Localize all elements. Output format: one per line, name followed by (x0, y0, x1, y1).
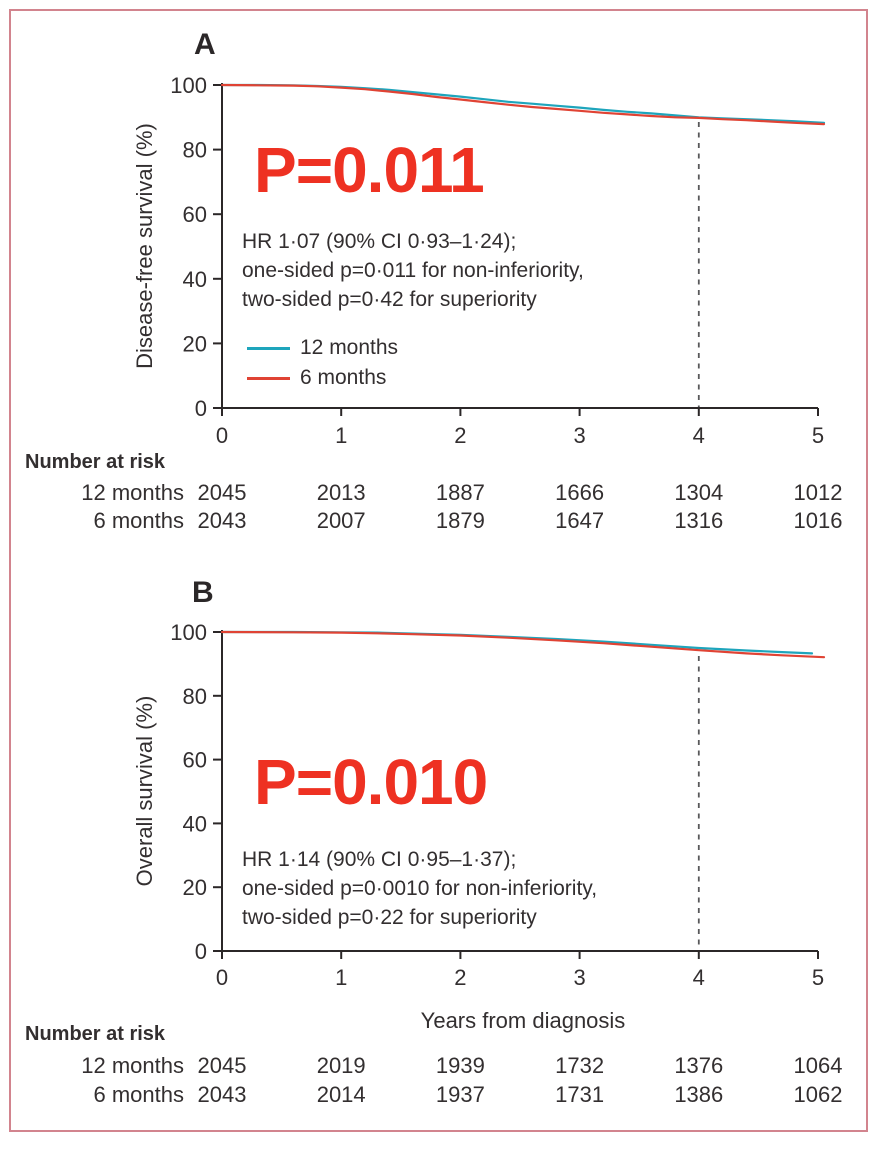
panel-b-risk-row-6-months: 6 months 2043 2014 1937 1731 1386 1062 (0, 1082, 880, 1108)
panel-b-risk-row-12-months: 12 months 2045 2019 1939 1732 1376 1064 (0, 1053, 880, 1079)
panel-b-risk-header: Number at risk (25, 1023, 166, 1045)
legend-label-12-months: 12 months (300, 336, 399, 359)
panel-a-y-tick-label: 80 (183, 138, 207, 163)
panel-a-risk-row-12-months: 12 months 2045 2013 1887 1666 1304 1012 (0, 480, 880, 506)
legend-line-12-months-icon (247, 346, 290, 350)
panel-b-x-tick-label: 0 (216, 965, 228, 990)
risk-row-label: 6 months (93, 508, 185, 533)
risk-value: 2014 (316, 1082, 366, 1107)
panel-b-curve-12-months (220, 630, 814, 655)
panel-b-y-tick-label: 20 (183, 875, 207, 900)
panel-a-y-tick-label: 100 (170, 73, 207, 98)
panel-a-x-tick-label: 2 (454, 423, 466, 448)
panel-a-pvalue-annotation: P=0.011 (254, 134, 485, 206)
risk-value: 1062 (793, 1082, 843, 1107)
panel-a-legend: 12 months 6 months (247, 333, 398, 393)
panel-a-curve-12-months (220, 83, 826, 124)
panel-a-risk-row-6-months: 6 months 2043 2007 1879 1647 1316 1016 (0, 508, 880, 534)
panel-b-stats-text: HR 1·14 (90% CI 0·95–1·37); one-sided p=… (242, 845, 597, 932)
risk-value: 1647 (555, 508, 605, 533)
panel-a-risk-header: Number at risk (25, 451, 166, 473)
risk-value: 1939 (435, 1053, 485, 1078)
risk-row-label: 12 months (81, 480, 184, 505)
panel-b-x-tick-label: 3 (573, 965, 585, 990)
panel-a-y-tick-label: 60 (183, 202, 207, 227)
risk-value: 1386 (674, 1082, 724, 1107)
risk-row-label: 6 months (93, 1082, 185, 1107)
risk-value: 1304 (674, 480, 724, 505)
risk-value: 1732 (555, 1053, 605, 1078)
legend-line-6-months-icon (247, 376, 290, 380)
panel-b-stats-line1: HR 1·14 (90% CI 0·95–1·37); (242, 848, 517, 871)
legend-label-6-months: 6 months (300, 366, 387, 389)
risk-value: 2043 (197, 1082, 247, 1107)
panel-b-y-tick-label: 60 (183, 748, 207, 773)
panel-b-stats-line3: two-sided p=0·22 for superiority (242, 906, 537, 929)
risk-row-label: 12 months (81, 1053, 184, 1078)
panel-b-x-tick-label: 2 (454, 965, 466, 990)
risk-value: 1012 (793, 480, 843, 505)
panel-a-x-tick-label: 0 (216, 423, 228, 448)
risk-value: 2045 (197, 480, 247, 505)
panel-a-y-tick-label: 20 (183, 331, 207, 356)
panel-a-stats-line1: HR 1·07 (90% CI 0·93–1·24); (242, 230, 517, 253)
panel-b-x-tick-label: 1 (335, 965, 347, 990)
panel-a-stats-line2: one-sided p=0·011 for non-inferiority, (242, 259, 584, 282)
panel-b-label: B (192, 576, 214, 609)
legend-item-12-months: 12 months (247, 333, 398, 363)
panel-b-y-tick-label: 80 (183, 684, 207, 709)
panel-a-y-tick-label: 0 (195, 396, 207, 421)
risk-value: 1376 (674, 1053, 724, 1078)
risk-value: 1731 (555, 1082, 605, 1107)
panel-b-curve-6-months (220, 630, 826, 659)
panel-a-x-tick-label: 5 (812, 423, 824, 448)
risk-value: 1666 (555, 480, 605, 505)
panel-a-stats-text: HR 1·07 (90% CI 0·93–1·24); one-sided p=… (242, 227, 584, 314)
panel-b-pvalue-annotation: P=0.010 (254, 746, 488, 818)
panel-b-y-tick-label: 40 (183, 811, 207, 836)
panel-a-x-tick-label: 1 (335, 423, 347, 448)
panel-b-y-axis-title: Overall survival (%) (132, 696, 157, 887)
panel-a-x-tick-label: 3 (573, 423, 585, 448)
panel-a-x-tick-label: 4 (693, 423, 705, 448)
risk-value: 1879 (435, 508, 485, 533)
panel-a-label: A (194, 28, 216, 61)
risk-value: 2045 (197, 1053, 247, 1078)
risk-value: 1064 (793, 1053, 843, 1078)
risk-value: 2013 (316, 480, 366, 505)
legend-item-6-months: 6 months (247, 363, 398, 393)
panel-b-y-tick-label: 100 (170, 620, 207, 645)
risk-value: 2007 (316, 508, 366, 533)
panel-a-stats-line3: two-sided p=0·42 for superiority (242, 288, 537, 311)
panel-a-curve-6-months (220, 83, 826, 126)
panel-b-stats-line2: one-sided p=0·0010 for non-inferiority, (242, 877, 598, 900)
panel-b-x-tick-label: 5 (812, 965, 824, 990)
risk-value: 1887 (435, 480, 485, 505)
panel-b-y-tick-label: 0 (195, 939, 207, 964)
risk-value: 2019 (316, 1053, 366, 1078)
risk-value: 1316 (674, 508, 724, 533)
panel-a-y-axis-title: Disease-free survival (%) (132, 123, 157, 369)
risk-value: 1016 (793, 508, 843, 533)
x-axis-title: Years from diagnosis (420, 1008, 626, 1033)
risk-value: 2043 (197, 508, 247, 533)
panel-b-x-tick-label: 4 (693, 965, 705, 990)
risk-value: 1937 (435, 1082, 485, 1107)
panel-a-y-tick-label: 40 (183, 267, 207, 292)
